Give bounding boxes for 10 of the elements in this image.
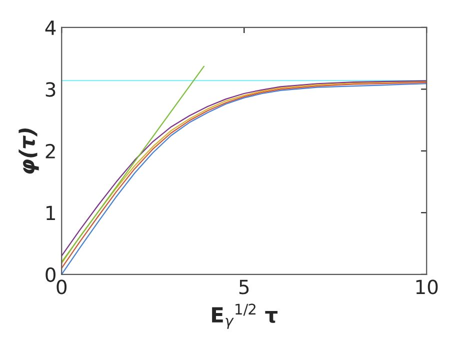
x-tick-label: 5 — [239, 280, 249, 294]
y-tick-label: 3 — [46, 82, 56, 97]
x-tick-label: 0 — [56, 280, 67, 294]
y-tick-label: 2 — [46, 144, 55, 158]
x-tick-label: 10 — [416, 280, 438, 294]
y-tick-label: 1 — [46, 206, 55, 220]
y-tick-label: 0 — [46, 267, 56, 282]
x-axis-title: E$_{γ}$$^{1/2}$ τ — [212, 304, 278, 329]
y-axis-title: φ(τ) — [18, 128, 39, 174]
y-tick-label: 4 — [45, 20, 56, 35]
